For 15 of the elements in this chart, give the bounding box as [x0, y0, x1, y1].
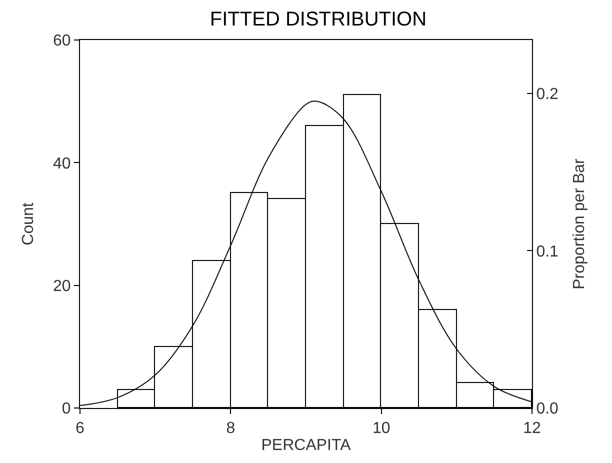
y-tick-label: 20 — [53, 278, 71, 295]
chart-title: FITTED DISTRIBUTION — [210, 8, 427, 31]
y2-tick-label: 0.2 — [536, 86, 559, 104]
x-tick-label: 6 — [76, 420, 85, 438]
y2-tick-label: 0.0 — [536, 400, 559, 418]
x-tick-label: 8 — [226, 420, 236, 438]
y-axis-title: Count — [20, 202, 37, 246]
y-tick-label: 40 — [53, 155, 71, 172]
x-tick-label: 12 — [523, 420, 541, 438]
x-tick-label: 10 — [372, 420, 390, 438]
y-tick-label: 0 — [62, 400, 71, 418]
y-tick-label: 60 — [53, 32, 71, 50]
y2-axis-title: Proportion per Bar — [571, 158, 588, 290]
y2-tick-label: 0.1 — [536, 243, 559, 260]
x-axis-title: PERCAPITA — [261, 436, 352, 454]
